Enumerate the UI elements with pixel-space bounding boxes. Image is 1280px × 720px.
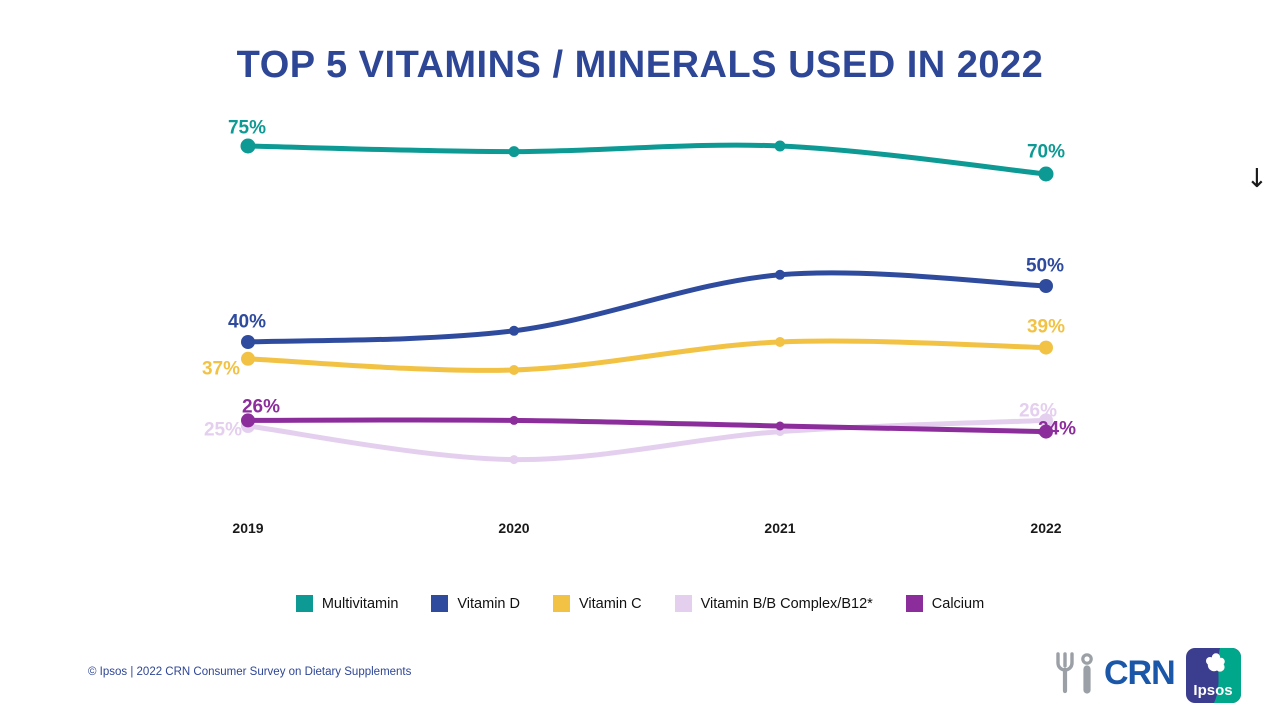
data-label: 39%	[1026, 316, 1066, 338]
data-label: 50%	[1025, 255, 1065, 277]
source-attribution: © Ipsos | 2022 CRN Consumer Survey on Di…	[88, 666, 412, 678]
data-point	[1039, 340, 1053, 355]
data-point	[1039, 413, 1053, 428]
legend-label: Vitamin D	[457, 595, 520, 612]
legend-label: Multivitamin	[321, 595, 399, 612]
chart-title: TOP 5 VITAMINS / MINERALS USED IN 2022	[236, 44, 1044, 86]
crn-fork-icon	[1056, 652, 1093, 694]
data-point	[509, 325, 519, 336]
ipsos-logo-mark: Ipsos	[1186, 648, 1241, 703]
data-point	[774, 140, 786, 152]
data-label: 24%	[1037, 418, 1077, 440]
x-axis-tick-label: 2021	[764, 520, 796, 536]
data-point	[775, 269, 785, 280]
legend: Multivitamin Vitamin D Vitamin C Vitamin B/…	[0, 595, 1280, 612]
data-point	[241, 335, 255, 349]
series-line	[245, 338, 1049, 373]
data-label: 75%	[227, 117, 267, 139]
data-point	[241, 351, 255, 366]
data-label: 26%	[1018, 400, 1058, 422]
ipsos-logo: Ipsos	[1186, 648, 1241, 708]
data-point	[1039, 424, 1053, 439]
x-axis-tick-label: 2020	[498, 520, 530, 536]
legend-item: Vitamin D	[431, 595, 520, 612]
series-line	[245, 417, 1049, 435]
legend-label: Vitamin C	[578, 595, 642, 612]
legend-swatch	[905, 595, 923, 612]
legend-swatch	[552, 595, 570, 612]
x-axis-tick-label: 2022	[1030, 520, 1062, 536]
data-point	[241, 413, 255, 428]
legend-swatch	[295, 595, 313, 612]
data-point	[240, 138, 256, 154]
data-point	[509, 455, 519, 465]
data-point	[775, 421, 785, 431]
data-point	[509, 415, 519, 425]
data-label: 37%	[201, 358, 241, 380]
series-line	[245, 270, 1049, 345]
data-point	[1039, 279, 1053, 293]
data-point	[775, 337, 785, 347]
data-point	[1038, 166, 1054, 182]
significance-down-arrow-icon: ↓	[1246, 164, 1268, 194]
legend-label: Vitamin B/B Complex/B12*	[700, 595, 873, 612]
crn-logo: CRN	[1050, 649, 1176, 697]
series-line	[245, 142, 1049, 177]
crn-logo-text: CRN	[1104, 654, 1176, 692]
legend-item: Vitamin B/B Complex/B12*	[674, 595, 873, 612]
ipsos-logo-text: Ipsos	[1193, 682, 1232, 699]
data-point	[508, 146, 520, 158]
series-line	[245, 417, 1049, 463]
data-point	[509, 365, 519, 375]
legend-item: Multivitamin	[295, 595, 399, 612]
legend-swatch	[674, 595, 692, 612]
data-label: 40%	[227, 311, 267, 333]
legend-swatch	[431, 595, 449, 612]
legend-item: Vitamin C	[552, 595, 642, 612]
legend-label: Calcium	[931, 595, 985, 612]
data-label: 26%	[241, 396, 281, 418]
legend-item: Calcium	[905, 595, 985, 612]
data-label: 25%	[203, 419, 243, 441]
x-axis-tick-label: 2019	[232, 520, 264, 536]
data-label: 70%	[1026, 141, 1066, 163]
